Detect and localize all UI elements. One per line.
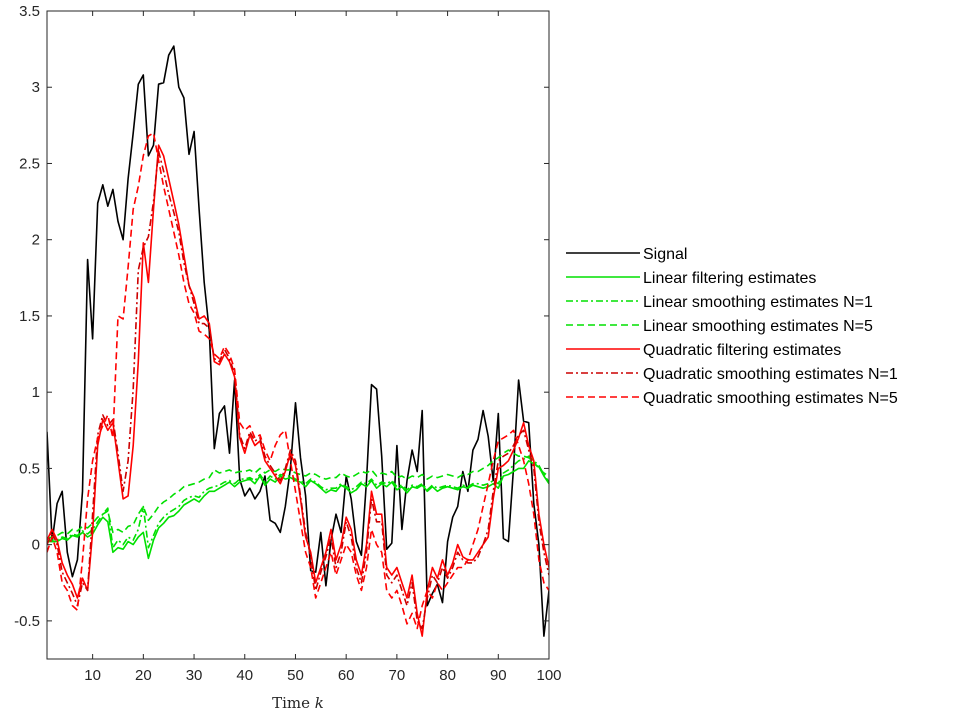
plot-area xyxy=(47,11,549,659)
legend-label-5: Quadratic filtering estimates xyxy=(643,342,841,359)
y-tick-label: 1.5 xyxy=(19,308,40,325)
y-tick-label: 3 xyxy=(32,79,40,96)
y-tick-label: -0.5 xyxy=(14,613,40,630)
x-tick-label: 80 xyxy=(439,667,456,684)
legend-label-1: Signal xyxy=(643,246,687,263)
y-tick-label: 3.5 xyxy=(19,3,40,20)
legend-label-6: Quadratic smoothing estimates N=1 xyxy=(643,366,898,383)
x-tick-label: 90 xyxy=(490,667,507,684)
series-line-6 xyxy=(47,150,549,630)
legend-label-2: Linear filtering estimates xyxy=(643,270,816,287)
x-axis-variable: k xyxy=(315,694,324,712)
y-tick-label: 2 xyxy=(32,232,40,249)
legend-label-7: Quadratic smoothing estimates N=5 xyxy=(643,390,898,407)
series-line-1 xyxy=(47,45,549,637)
x-tick-label: 30 xyxy=(186,667,203,684)
x-tick-label: 60 xyxy=(338,667,355,684)
legend-label-3: Linear smoothing estimates N=1 xyxy=(643,294,873,311)
legend-label-4: Linear smoothing estimates N=5 xyxy=(643,318,873,335)
x-tick-label: 70 xyxy=(389,667,406,684)
y-tick-label: 1 xyxy=(32,384,40,401)
series-line-7 xyxy=(47,132,549,630)
ticks-layer: 10 20 30 40 50 60 70 80 90 100 -0.5 0 0.5 1 1.5 2 2.5 3 3.… xyxy=(14,3,561,684)
y-tick-label: 0.5 xyxy=(19,460,40,477)
x-axis-label: Time k xyxy=(272,694,324,712)
plot-frame xyxy=(46,10,550,660)
series-layer xyxy=(47,45,549,637)
x-tick-label: 40 xyxy=(236,667,253,684)
y-tick-label: 0 xyxy=(32,537,40,554)
y-tick-label: 2.5 xyxy=(19,155,40,172)
x-tick-label: 10 xyxy=(84,667,101,684)
series-line-5 xyxy=(47,144,549,637)
x-tick-label: 50 xyxy=(287,667,304,684)
x-tick-label: 20 xyxy=(135,667,152,684)
x-tick-label: 100 xyxy=(536,667,561,684)
legend: Signal Linear filtering estimates Linear s… xyxy=(566,246,898,407)
